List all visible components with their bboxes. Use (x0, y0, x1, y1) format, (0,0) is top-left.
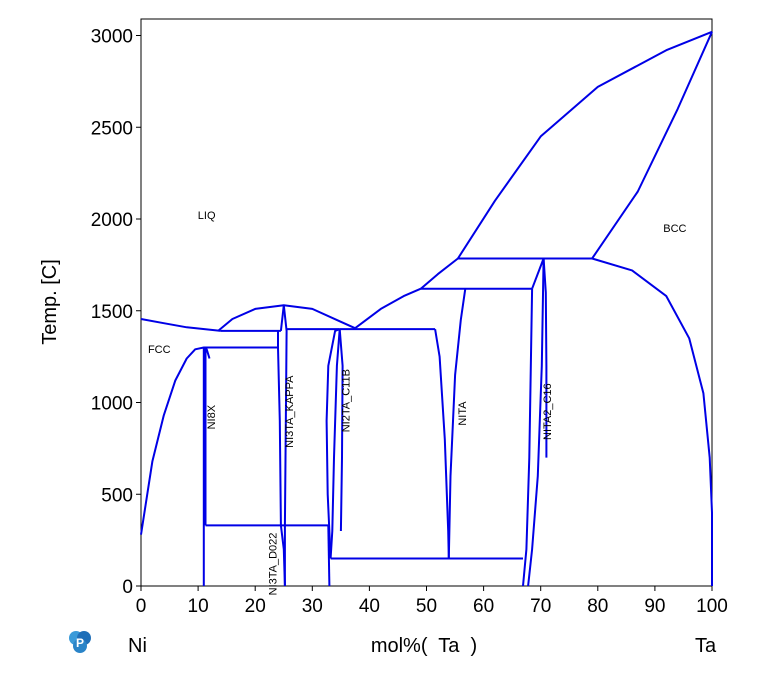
y-tick-label: 0 (122, 577, 133, 598)
x-tick-label: 40 (359, 596, 380, 617)
y-tick-label: 1500 (91, 302, 133, 323)
phase-boundary-23 (338, 329, 344, 532)
phase-label: NI3TA_KAPPA (284, 375, 296, 448)
phase-boundary-17 (282, 305, 288, 586)
x-tick-label: 100 (696, 596, 728, 617)
phase-boundary-22 (329, 329, 341, 559)
x-tick-label: 80 (587, 596, 608, 617)
phase-label: FCC (148, 344, 171, 356)
y-tick-label: 2000 (91, 210, 133, 231)
y-tick-label: 3000 (91, 27, 133, 48)
x-tick-label: 30 (302, 596, 323, 617)
phase-boundaries (140, 30, 713, 587)
x-tick-label: 50 (416, 596, 437, 617)
phase-boundary-31 (527, 258, 545, 587)
y-axis-label: Temp. [C] (39, 259, 61, 345)
x-tick-label: 10 (188, 596, 209, 617)
phase-labels: LIQ BCC FCC NI8X NI3TA_KAPPA NI2TA_C11B NITA NI… (148, 210, 687, 595)
phase-boundary-7 (591, 257, 713, 586)
phase-boundary-1 (140, 318, 222, 332)
phase-label: NI3TA_D022 (267, 533, 279, 596)
x-right-label: Ta (695, 635, 717, 657)
phase-boundary-20 (327, 525, 331, 587)
phase-boundary-32 (542, 258, 548, 458)
y-tick-label: 1000 (91, 394, 133, 415)
phase-boundary-6 (591, 31, 713, 260)
phase-label: LIQ (198, 210, 216, 222)
phase-label: NI8X (206, 404, 218, 429)
x-tick-label: 90 (644, 596, 665, 617)
axis-ticks: 0 10 20 30 40 50 60 70 80 90 100050010001500200025… (91, 27, 728, 618)
x-tick-label: 60 (473, 596, 494, 617)
phase-boundary-26 (447, 288, 467, 559)
x-left-label: Ni (128, 635, 147, 657)
y-tick-label: 500 (101, 485, 133, 506)
phase-boundary-5 (457, 30, 713, 260)
plot-frame (140, 18, 713, 587)
phase-label: NITA2_C16 (542, 383, 554, 440)
phase-boundary-8 (140, 346, 211, 535)
phase-label: NITA (457, 401, 469, 426)
phase-boundary-18 (279, 525, 286, 587)
x-axis-label: mol%( Ta ) (371, 635, 477, 657)
x-tick-label: 20 (245, 596, 266, 617)
phase-boundary-4 (420, 257, 459, 290)
svg-text:P: P (76, 636, 84, 650)
x-tick-label: 70 (530, 596, 551, 617)
phase-boundary-21 (325, 328, 341, 559)
phase-label: BCC (663, 223, 686, 235)
y-tick-label: 2500 (91, 118, 133, 139)
x-tick-label: 0 (136, 596, 147, 617)
pandat-logo-icon: P (69, 631, 91, 653)
phase-boundary-14 (277, 347, 282, 526)
phase-boundary-33 (531, 258, 545, 290)
phase-boundary-25 (434, 328, 450, 559)
phase-boundary-3 (354, 287, 422, 329)
phase-boundary-30 (522, 288, 534, 587)
phase-label: NI2TA_C11B (340, 369, 352, 432)
